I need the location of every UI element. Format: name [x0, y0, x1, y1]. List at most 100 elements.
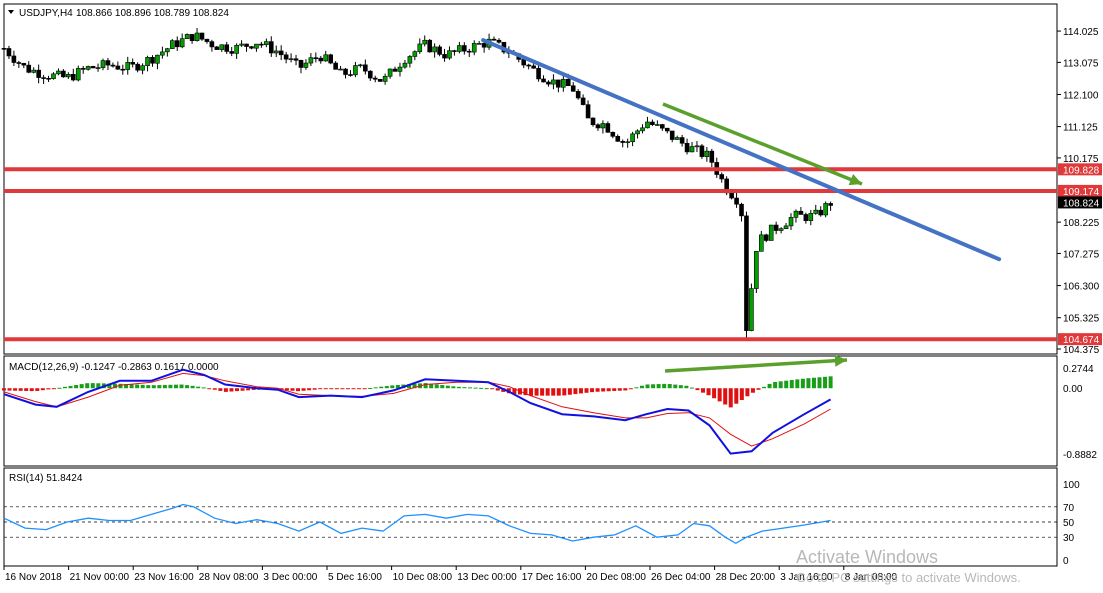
candle-body	[165, 48, 170, 53]
macd-hist-bar	[251, 388, 256, 390]
candle-body	[110, 64, 116, 67]
candle-body	[561, 78, 566, 88]
macd-hist-bar	[218, 388, 223, 391]
candle-body	[813, 209, 819, 214]
time-tick-label: 10 Dec 08:00	[393, 572, 453, 583]
rsi-panel[interactable]	[3, 467, 1058, 567]
macd-hist-bar	[207, 388, 212, 390]
macd-hist-bar	[340, 388, 345, 390]
macd-hist-bar	[773, 381, 778, 389]
candle-body	[679, 137, 685, 144]
candle-body	[625, 141, 630, 144]
macd-hist-bar	[778, 381, 783, 389]
macd-hist-bar	[567, 388, 572, 395]
price-label-box	[1058, 196, 1102, 209]
candle-body	[432, 46, 437, 53]
macd-tick-label: 0.00	[1063, 384, 1083, 395]
macd-hist-bar	[301, 388, 306, 391]
candle-body	[194, 32, 200, 41]
macd-hist-bar	[828, 376, 833, 389]
rsi-tick-label: 100	[1063, 480, 1080, 491]
candle-body	[85, 66, 91, 70]
macd-hist-bar	[639, 385, 644, 389]
candle-body	[249, 46, 254, 49]
macd-hist-bar	[684, 385, 689, 389]
macd-hist-bar	[235, 388, 240, 392]
candle-body	[655, 124, 660, 126]
candle-body	[31, 69, 36, 73]
macd-arrow	[664, 358, 848, 373]
candle-body	[808, 213, 814, 221]
candle-body	[46, 77, 51, 80]
candle-body	[427, 39, 432, 53]
macd-hist-bar	[90, 383, 95, 389]
candle-body	[204, 38, 210, 42]
macd-hist-bar	[29, 388, 34, 392]
candle-body	[402, 62, 408, 68]
time-tick-label: 5 Dec 16:00	[328, 572, 382, 583]
candle-body	[635, 130, 640, 135]
candle-body	[615, 136, 621, 142]
price-panel[interactable]	[3, 3, 1058, 355]
macd-hist-bar	[800, 378, 805, 389]
macd-hist-bar	[390, 385, 395, 389]
macd-hist-bar	[529, 388, 534, 396]
macd-hist-bar	[612, 388, 617, 391]
candle-body	[140, 65, 145, 71]
macd-hist-bar	[623, 388, 628, 391]
macd-hist-bar	[96, 383, 101, 389]
candle-body	[90, 66, 96, 69]
time-tick-label: 20 Dec 08:00	[586, 572, 646, 583]
macd-hist-bar	[750, 388, 755, 393]
macd-panel[interactable]	[3, 355, 1058, 467]
price-tick-label: 112.100	[1063, 90, 1099, 101]
candle-body	[338, 68, 343, 71]
macd-hist-bar	[651, 384, 656, 389]
macd-hist-bar	[712, 388, 717, 399]
macd-hist-bar	[445, 385, 450, 389]
candle-body	[125, 62, 131, 70]
macd-hist-bar	[590, 388, 595, 393]
macd-hist-bar	[406, 384, 411, 389]
candle-body	[546, 81, 551, 85]
macd-hist-bar	[351, 388, 356, 390]
time-tick-label: 16 Nov 2018	[5, 572, 62, 583]
macd-hist-bar	[190, 385, 195, 389]
macd-hist-bar	[18, 388, 23, 391]
macd-hist-bar	[157, 385, 162, 389]
price-tick-label: 105.325	[1063, 314, 1100, 325]
candle-body	[61, 70, 66, 78]
time-tick-label: 28 Nov 08:00	[199, 572, 259, 583]
price-tick-label: 113.075	[1063, 58, 1099, 69]
candle-body	[476, 43, 482, 45]
time-tick-label: 26 Dec 04:00	[651, 572, 711, 583]
candle-body	[818, 209, 824, 216]
candle-body	[363, 64, 368, 72]
candle-body	[239, 43, 244, 46]
macd-hist-bar	[595, 388, 600, 392]
macd-hist-bar	[429, 383, 434, 389]
candle-body	[630, 133, 635, 143]
candle-body	[565, 78, 571, 87]
candle-body	[704, 150, 710, 157]
macd-hist-bar	[118, 383, 123, 389]
candle-body	[95, 67, 101, 69]
dropdown-triangle-icon[interactable]	[8, 10, 14, 14]
candle-body	[135, 63, 140, 71]
candle-body	[382, 75, 388, 82]
macd-hist-bar	[35, 388, 40, 391]
candle-body	[75, 68, 81, 81]
macd-hist-bar	[345, 388, 350, 390]
macd-layer	[2, 354, 848, 455]
macd-hist-bar	[151, 385, 156, 389]
macd-hist-bar	[112, 383, 117, 389]
macd-hist-bar	[362, 388, 367, 390]
macd-hist-bar	[789, 380, 794, 389]
candle-body	[273, 50, 279, 54]
candle-body	[259, 43, 264, 46]
macd-hist-bar	[368, 388, 373, 390]
macd-hist-bar	[140, 384, 145, 389]
candle-body	[788, 217, 794, 227]
